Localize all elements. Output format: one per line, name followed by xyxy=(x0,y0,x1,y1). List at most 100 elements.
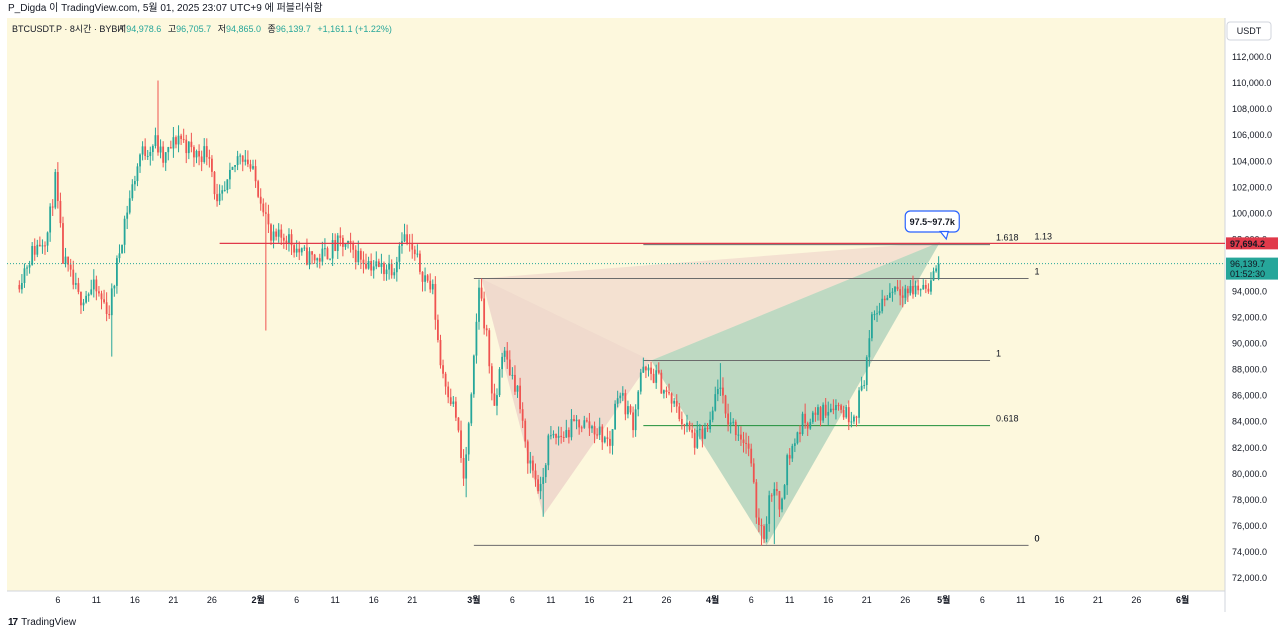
candle-body xyxy=(886,297,889,301)
candle-body xyxy=(508,359,511,376)
time-tick-label: 3월 xyxy=(467,594,480,605)
candle-body xyxy=(31,246,34,265)
candle-body xyxy=(146,155,149,157)
candle-body xyxy=(637,391,640,410)
time-tick-label: 16 xyxy=(1054,595,1064,605)
price-tick-label: 112,000.0 xyxy=(1232,52,1271,62)
time-axis[interactable]: 6 11 16 21 26 2월 6 11 16 21 3월 6 11 16 21 26 4월 6 11 16 21 26… xyxy=(55,594,1189,605)
candle-body xyxy=(141,146,144,155)
candle-body xyxy=(272,231,275,241)
candle-body xyxy=(611,429,614,446)
candle-body xyxy=(865,357,868,386)
legend: BTCUSDT.P · 8시간 · BYBIT 시94,978.6 고96,70… xyxy=(12,24,392,34)
harmonic-pattern[interactable] xyxy=(481,242,940,546)
candle-body xyxy=(534,470,537,480)
time-tick-label: 16 xyxy=(584,595,594,605)
candle-body xyxy=(254,166,257,182)
candle-body xyxy=(244,159,247,162)
candle-body xyxy=(585,420,588,422)
candle-body xyxy=(380,263,383,267)
price-tick-label: 90,000.0 xyxy=(1232,339,1267,349)
candle-body xyxy=(922,284,925,290)
currency-button[interactable]: USDT xyxy=(1226,21,1272,41)
candle-body xyxy=(326,248,329,260)
time-tick-label: 6 xyxy=(294,595,299,605)
candle-body xyxy=(239,155,242,157)
candle-body xyxy=(175,137,177,145)
candle-body xyxy=(894,286,896,292)
candle-body xyxy=(932,271,935,281)
candle-body xyxy=(930,280,932,292)
candle-body xyxy=(169,147,172,149)
candle-body xyxy=(652,373,655,383)
time-tick-label: 21 xyxy=(1093,595,1103,605)
target-callout[interactable]: 97.5~97.7k xyxy=(904,210,960,241)
pattern-xbd-triangle[interactable] xyxy=(481,242,940,361)
candle-body xyxy=(840,405,842,410)
legend-high: 96,705.7 xyxy=(176,24,211,34)
candle-body xyxy=(403,234,406,242)
candle-body xyxy=(442,365,444,374)
time-tick-label: 6 xyxy=(749,595,754,605)
candle-body xyxy=(20,282,23,290)
candle-body xyxy=(462,458,465,479)
candle-body xyxy=(92,279,95,290)
candle-body xyxy=(716,388,719,395)
candle-body xyxy=(575,419,578,422)
pattern-bcd-triangle[interactable] xyxy=(651,242,940,546)
price-lines[interactable] xyxy=(7,242,1225,265)
time-tick-label: 11 xyxy=(331,595,340,605)
candle-body xyxy=(390,263,393,276)
tradingview-logo-icon[interactable]: 17 xyxy=(8,617,18,628)
candle-body xyxy=(370,261,373,271)
price-axis[interactable]: 72,000.0 74,000.0 76,000.0 78,000.0 80,000.0… xyxy=(1232,26,1272,583)
candle-body xyxy=(262,203,265,213)
candle-body xyxy=(488,330,491,367)
candle-body xyxy=(688,422,691,430)
candle-body xyxy=(72,269,75,285)
candle-body xyxy=(133,181,136,185)
candle-body xyxy=(136,166,139,182)
candle-body xyxy=(678,406,681,420)
candle-body xyxy=(23,268,26,283)
candle-body xyxy=(144,146,147,156)
candle-body xyxy=(583,420,586,428)
time-tick-label: 11 xyxy=(785,595,794,605)
candle-body xyxy=(565,429,568,438)
candle-body xyxy=(621,393,624,396)
candle-body xyxy=(187,141,190,154)
candle-body xyxy=(249,164,252,169)
candle-body xyxy=(118,253,121,259)
footer-brand[interactable]: TradingView xyxy=(21,617,77,628)
candle-body xyxy=(863,385,866,387)
candle-body xyxy=(18,284,21,290)
candle-body xyxy=(501,356,504,370)
candle-body xyxy=(524,420,527,442)
callout-box[interactable] xyxy=(904,210,960,233)
candle-body xyxy=(121,244,123,254)
time-tick-label: 4월 xyxy=(706,594,719,605)
time-tick-label: 11 xyxy=(92,595,101,605)
candle-body xyxy=(49,206,52,233)
fib-level-label: 0 xyxy=(1035,533,1040,543)
pattern-xab-triangle[interactable] xyxy=(481,278,652,516)
candle-body xyxy=(773,488,776,496)
candle-body xyxy=(850,421,853,423)
candle-body xyxy=(801,413,804,435)
candle-body xyxy=(411,243,414,250)
candle-body xyxy=(211,158,213,172)
fib-level-label: 1.13 xyxy=(1035,231,1053,241)
time-tick-label: 21 xyxy=(168,595,178,605)
candle-body xyxy=(809,422,812,429)
candle-body xyxy=(103,299,105,303)
candle-body xyxy=(673,400,676,404)
time-tick-label: 6 xyxy=(55,595,60,605)
price-tick-label: 102,000.0 xyxy=(1232,182,1272,192)
price-labels: 97,694.2 96,139.701:52:30 xyxy=(1226,237,1278,280)
candle-body xyxy=(783,485,786,499)
candle-body xyxy=(226,179,229,190)
price-tick-label: 86,000.0 xyxy=(1232,391,1267,401)
candle-body xyxy=(359,250,362,260)
